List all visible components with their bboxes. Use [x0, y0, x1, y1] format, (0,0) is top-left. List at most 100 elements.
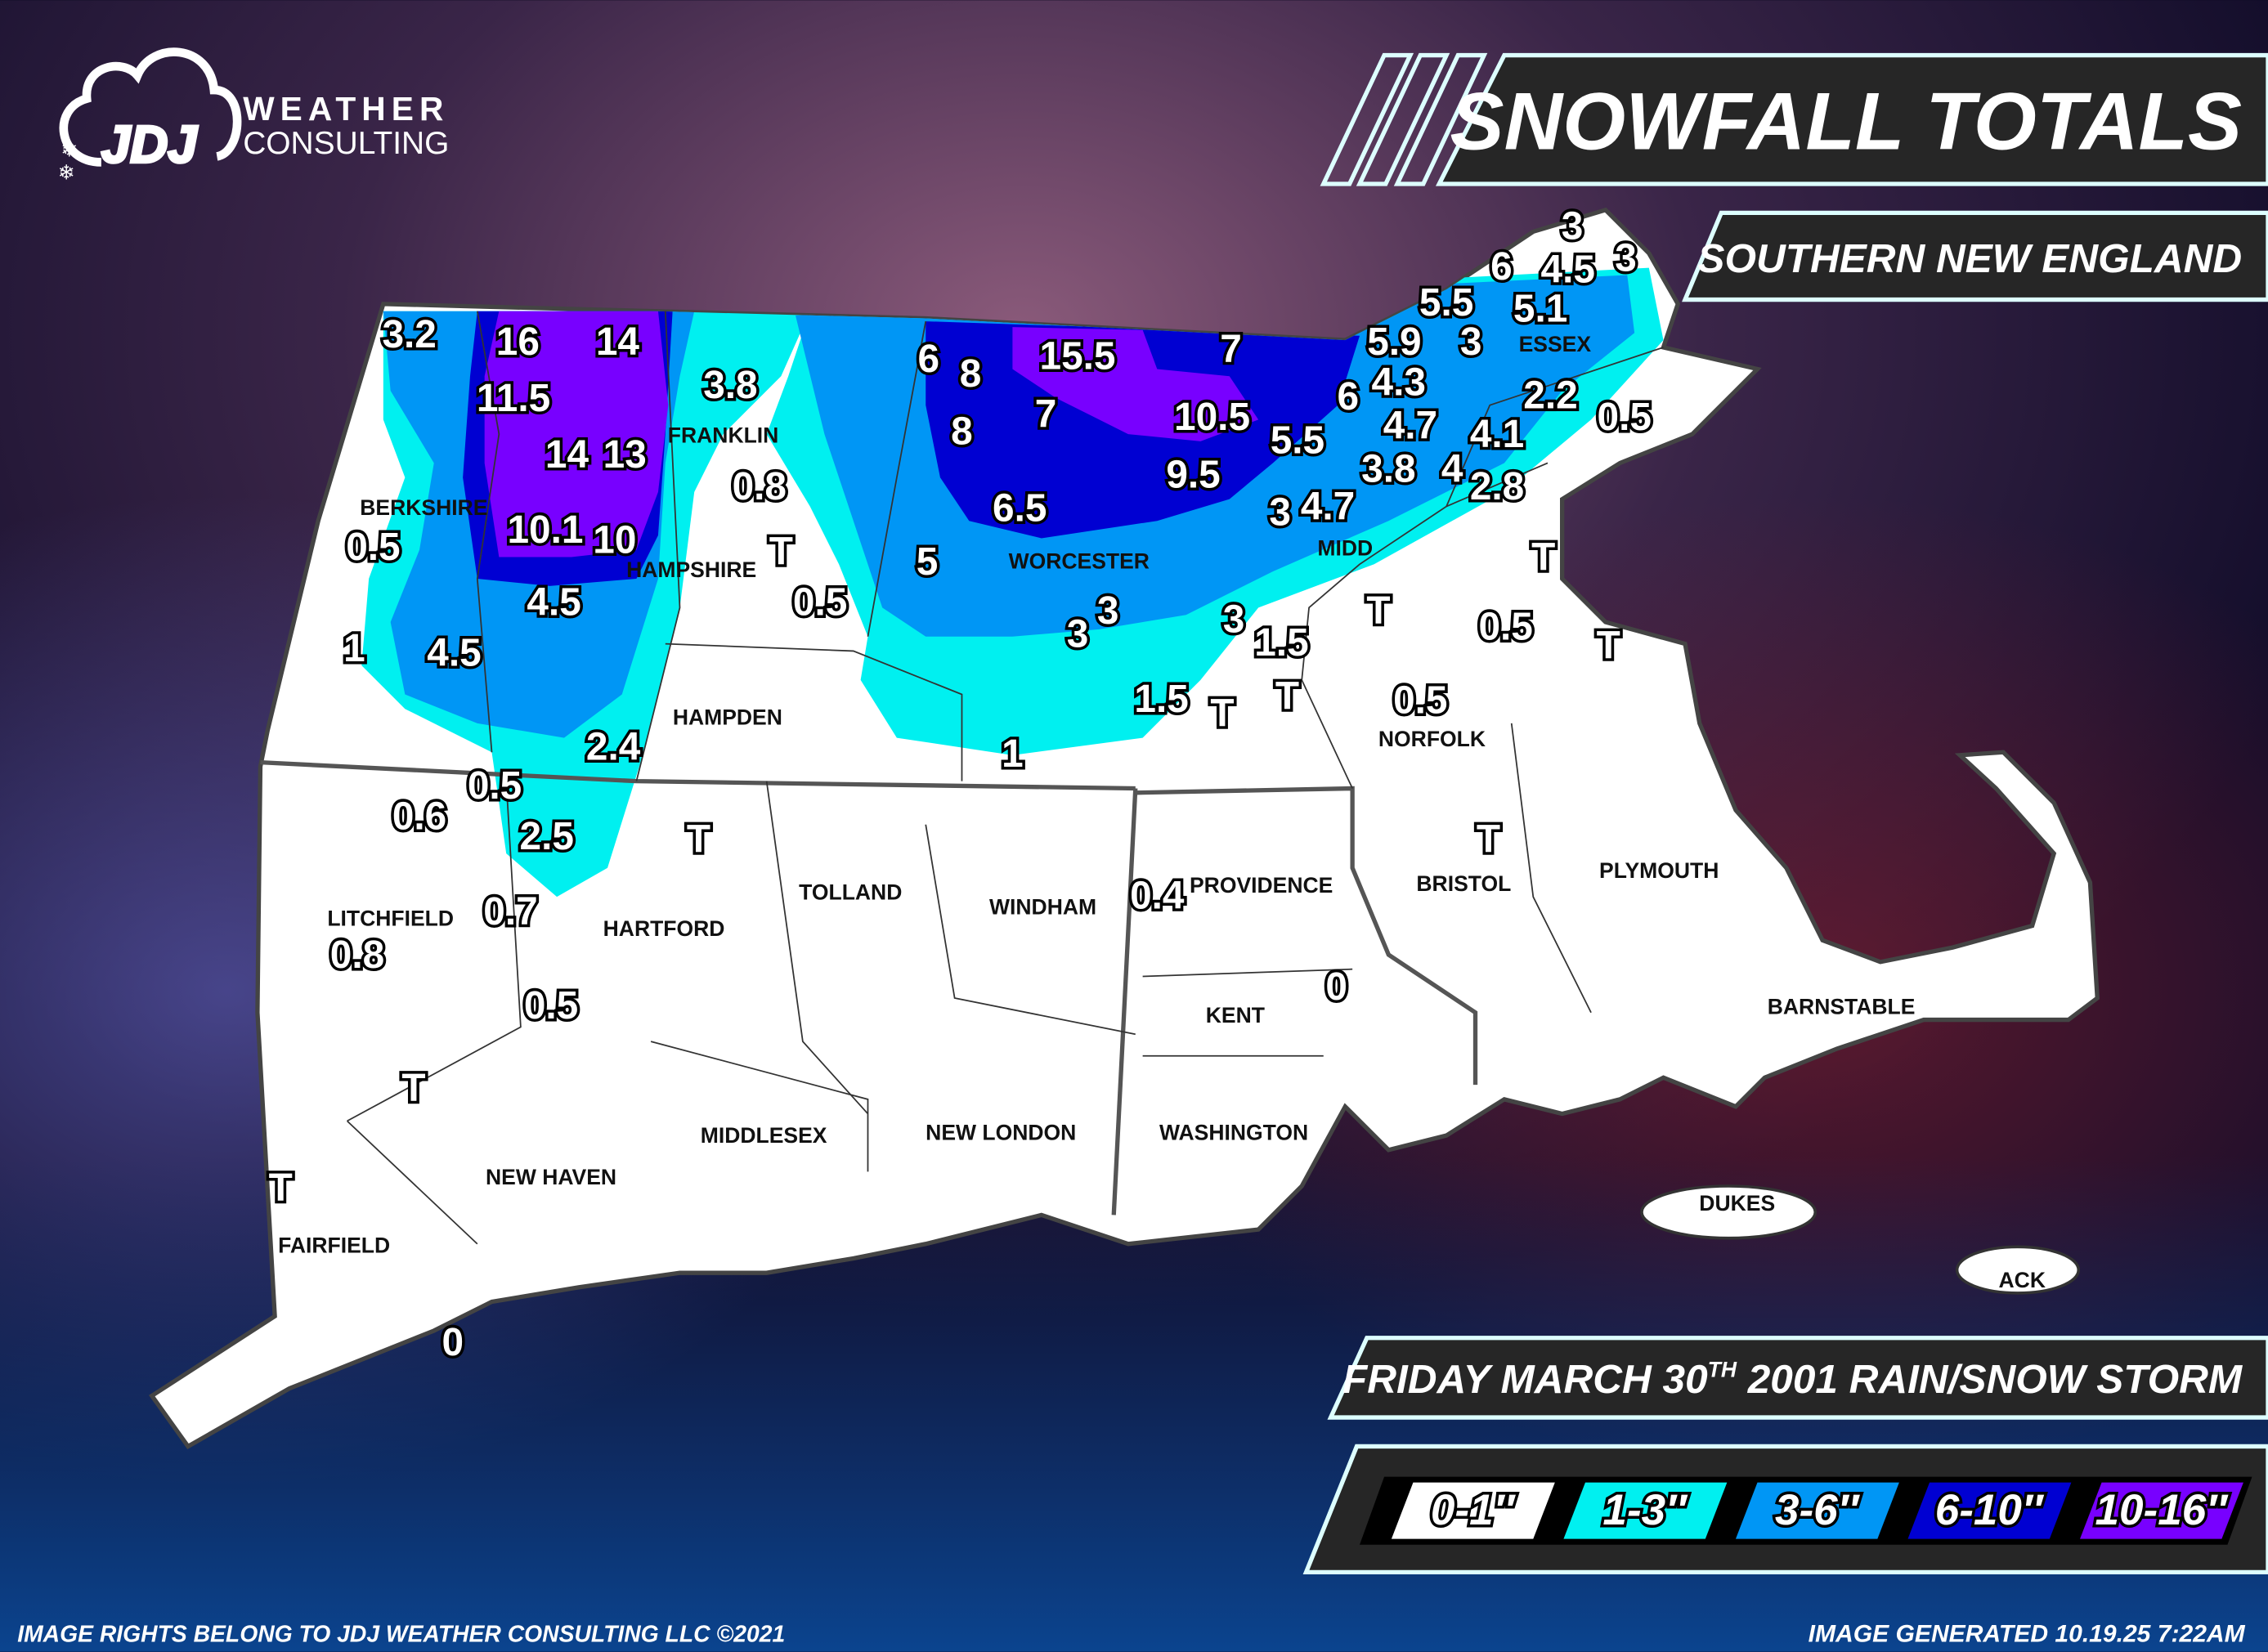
county-labels: BERKSHIRE FRANKLIN HAMPSHIRE HAMPDEN WORCEST…	[278, 332, 2046, 1292]
legend-label: 0-1″	[1431, 1486, 1517, 1534]
snowfall-observation: 3	[1460, 320, 1482, 364]
snowfall-observation: 3	[1562, 204, 1584, 248]
snowfall-observation: 0.5	[1393, 679, 1447, 723]
snowfall-observation: 0.5	[524, 984, 578, 1027]
snowfall-observation: 0.5	[468, 764, 522, 808]
snowfall-observation: 3	[1067, 612, 1089, 656]
snowfall-observation: 3.8	[703, 364, 757, 407]
county-line	[635, 311, 681, 781]
snowfall-observation: T	[1597, 625, 1620, 668]
snowfall-observation: 0.8	[733, 465, 787, 508]
county-line	[1446, 347, 1664, 507]
snowfall-observation: 7	[1035, 392, 1057, 436]
snowfall-observation: T	[401, 1067, 425, 1110]
snowfall-observation: 0.5	[1478, 606, 1532, 649]
county-line	[867, 320, 927, 637]
county-label: BARNSTABLE	[1768, 994, 1916, 1019]
snowfall-observation: T	[769, 531, 793, 574]
county-label: NEW HAVEN	[486, 1165, 616, 1189]
county-label: PROVIDENCE	[1190, 873, 1333, 898]
county-label: FRANKLIN	[668, 423, 779, 448]
logo-line1: WEATHER	[243, 90, 449, 128]
snowfall-observation: 4	[1441, 448, 1463, 491]
county-line	[1301, 462, 1549, 789]
snowfall-observation: 14	[596, 320, 640, 364]
county-label: KENT	[1206, 1003, 1265, 1027]
legend-swatch	[1735, 1482, 1899, 1539]
snowfall-observation: 4.5	[1541, 248, 1595, 292]
snowfall-observation: 0	[441, 1321, 464, 1364]
county-label: ESSEX	[1519, 332, 1592, 356]
snowfall-zones	[361, 267, 1664, 898]
snowfall-observation: 0.7	[483, 890, 537, 933]
snowfall-observation: 3	[1615, 236, 1637, 280]
logo-line2: CONSULTING	[243, 126, 449, 161]
page-title: SNOWFALL TOTALS	[1450, 76, 2243, 167]
county-label: FAIRFIELD	[278, 1233, 390, 1257]
county-label: WASHINGTON	[1159, 1120, 1308, 1144]
snowfall-observation: 2.4	[586, 725, 641, 768]
county-label: WINDHAM	[989, 894, 1096, 919]
snowfall-observation: 5	[917, 540, 939, 584]
snowfall-observation: 1	[1002, 732, 1024, 776]
county-line	[476, 311, 500, 753]
footer-generated: IMAGE GENERATED 10.19.25 7:22AM	[1809, 1620, 2246, 1647]
snowfall-observation: 13	[603, 433, 647, 477]
county-line	[1142, 968, 1353, 978]
county-line	[925, 824, 1136, 1036]
snowfall-observation: 10.1	[507, 508, 583, 552]
footer-rights: IMAGE RIGHTS BELONG TO JDJ WEATHER CONSU…	[17, 1620, 785, 1646]
snowfall-observation: 9.5	[1166, 454, 1220, 497]
snowfall-observation: 0.4	[1130, 875, 1185, 918]
snowfall-observation: 0.5	[346, 526, 400, 569]
map: BERKSHIRE FRANKLIN HAMPSHIRE HAMPDEN WORCEST…	[148, 202, 2100, 1449]
county-line	[650, 1041, 869, 1172]
snowfall-observation: 4.5	[527, 580, 580, 624]
snowfall-observation: 3	[1269, 491, 1291, 535]
snowfall-observation: T	[687, 818, 710, 862]
county-line	[1510, 723, 1592, 1014]
snowfall-observation: 3.8	[1361, 448, 1415, 491]
snowfall-observation: 2.8	[1470, 465, 1524, 508]
snowfall-observation: 8	[960, 352, 982, 396]
snowfall-observation: T	[1477, 818, 1500, 862]
state-border	[1111, 788, 1138, 1215]
snowfall-observation: 0.8	[330, 933, 384, 977]
snowfall-observation: 3	[1223, 598, 1245, 642]
county-label: PLYMOUTH	[1599, 858, 1719, 883]
county-label: HAMPDEN	[673, 705, 782, 730]
snowfall-observation: 5.1	[1513, 287, 1567, 330]
snowfall-observation: 0	[1325, 965, 1347, 1009]
event-title: FRIDAY MARCH 30TH 2001 RAIN/SNOW STORM	[1342, 1357, 2243, 1402]
snowfall-observation: 16	[496, 320, 540, 364]
snowfall-observation: T	[269, 1166, 293, 1210]
county-line	[346, 1120, 478, 1245]
snowflake-icon: ❄	[61, 139, 78, 161]
legend-swatch	[1563, 1482, 1728, 1539]
snowfall-observation: 1.5	[1254, 621, 1308, 665]
snowfall-observation: 0.5	[1598, 396, 1652, 439]
logo: JDJ ❄ ❄ WEATHER CONSULTING	[58, 47, 449, 185]
cloud-icon	[59, 47, 242, 167]
county-label: MIDDLESEX	[701, 1123, 827, 1148]
snowfall-zone	[1012, 327, 1259, 441]
snowfall-observation: 1	[343, 627, 365, 670]
island-nantucket	[1955, 1245, 2081, 1295]
county-label: LITCHFIELD	[327, 907, 454, 931]
snowfall-observation: 3.2	[382, 313, 436, 356]
snowfall-observation: 5.9	[1367, 320, 1421, 364]
snowfall-observation: T	[1531, 536, 1555, 580]
snowfall-observation: 5.5	[1271, 419, 1324, 462]
county-line	[765, 781, 869, 1115]
snowfall-observation: 2.5	[520, 815, 574, 858]
snowfall-observation: 11.5	[477, 377, 550, 420]
snowfall-observation: 7	[1220, 328, 1242, 371]
legend-swatch	[2080, 1482, 2243, 1539]
county-label: MIDD	[1317, 536, 1373, 561]
snowfall-observation: 6	[1338, 375, 1360, 419]
county-label: NEW LONDON	[926, 1120, 1076, 1144]
county-line	[347, 781, 522, 1122]
county-label: HAMPSHIRE	[626, 557, 756, 582]
